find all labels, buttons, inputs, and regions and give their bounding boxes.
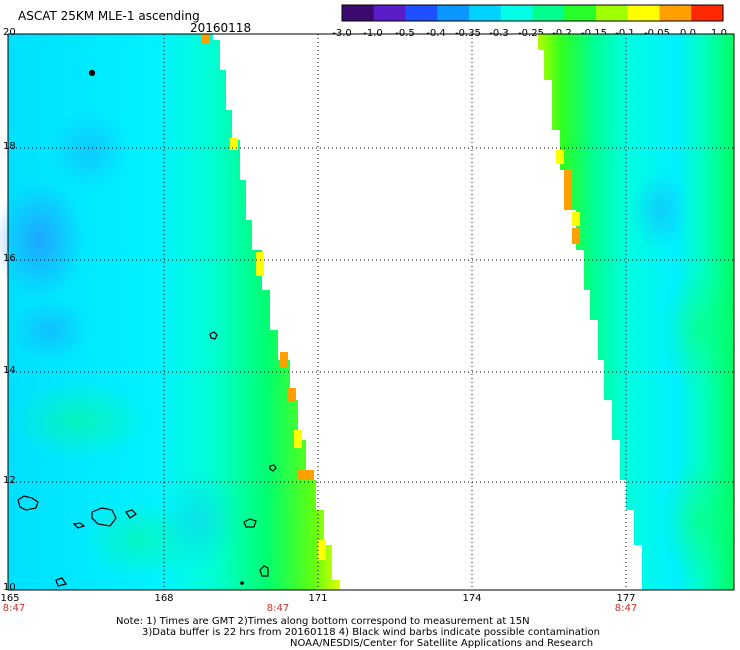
footer-note-2: 3)Data buffer is 22 hrs from 20160118 4)…	[142, 627, 600, 638]
footer-credit: NOAA/NESDIS/Center for Satellite Applica…	[290, 638, 594, 649]
map-frame	[7, 33, 735, 591]
product-date: 20160118	[190, 21, 252, 35]
left-swath	[0, 34, 340, 590]
lat-label: 14	[3, 365, 16, 376]
island-outlines	[17, 69, 277, 587]
footer-note-1: Note: 1) Times are GMT 2)Times along bot…	[116, 616, 530, 627]
lon-label: 171	[308, 593, 328, 604]
graticule	[8, 34, 734, 590]
lat-label: 10	[3, 582, 16, 593]
product-title: ASCAT 25KM MLE-1 ascending	[18, 9, 200, 23]
lon-label: 165	[0, 593, 20, 604]
right-swath	[538, 34, 740, 590]
lon-label: 168	[154, 593, 174, 604]
lat-label: 20	[3, 27, 16, 38]
lon-label: 174	[462, 593, 482, 604]
lat-label: 16	[3, 253, 16, 264]
pass-time-label: 8:47	[266, 603, 290, 614]
lat-label: 12	[3, 475, 16, 486]
lat-label: 18	[3, 141, 16, 152]
pass-time-label: 8:47	[614, 603, 638, 614]
lon-label: 177	[616, 593, 636, 604]
pass-time-label: 8:47	[2, 603, 26, 614]
